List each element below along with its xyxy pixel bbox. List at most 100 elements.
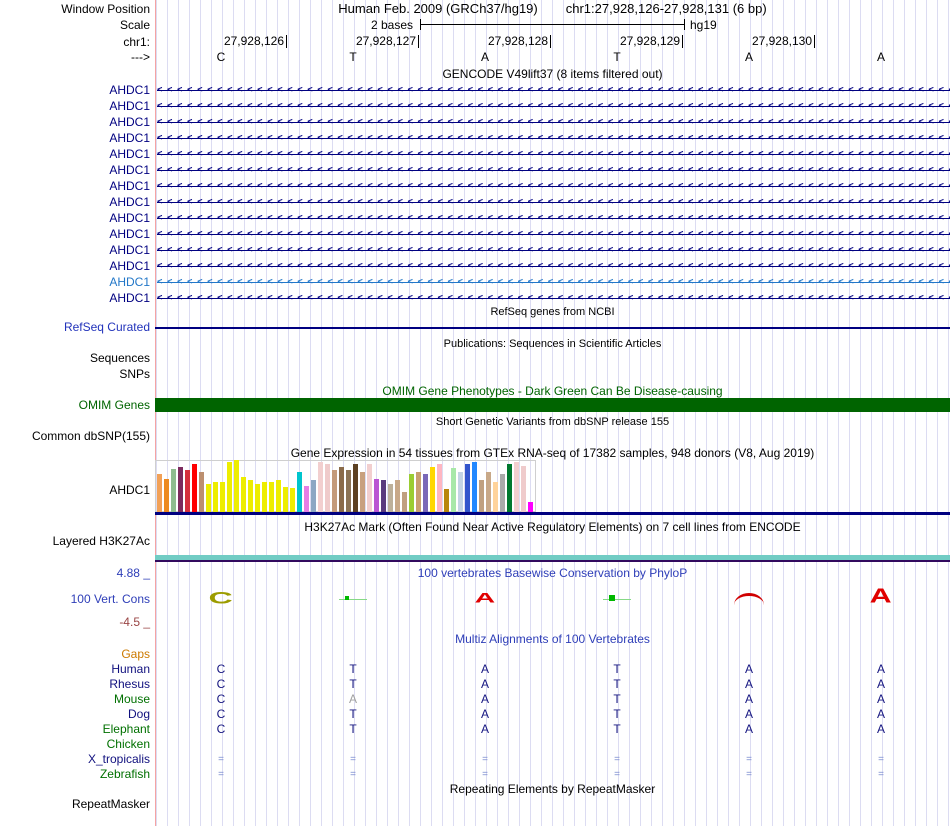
- gtex-tissue-bar[interactable]: [178, 467, 183, 512]
- gene-exon-line[interactable]: <<<<<<<<<<<<<<<<<<<<<<<<<<<<<<<<<<<<<<<<…: [157, 258, 950, 274]
- gtex-tissue-bar[interactable]: [360, 472, 365, 512]
- species-bases[interactable]: = = = = = =: [155, 767, 950, 782]
- reference-base[interactable]: A: [876, 50, 885, 64]
- repeatmasker-track-title[interactable]: Repeating Elements by RepeatMasker: [449, 782, 656, 796]
- gtex-tissue-bar[interactable]: [255, 484, 260, 512]
- gtex-tissue-bar[interactable]: [248, 480, 253, 512]
- gtex-tissue-bar[interactable]: [276, 480, 281, 512]
- dbsnp-track-title[interactable]: Short Genetic Variants from dbSNP releas…: [435, 416, 670, 428]
- h3k27ac-track-title[interactable]: H3K27Ac Mark (Often Found Near Active Re…: [304, 520, 801, 534]
- gtex-tissue-bar[interactable]: [423, 474, 428, 512]
- gtex-tissue-bar[interactable]: [290, 488, 295, 512]
- gtex-tissue-bar[interactable]: [199, 472, 204, 512]
- gene-exon-line[interactable]: <<<<<<<<<<<<<<<<<<<<<<<<<<<<<<<<<<<<<<<<…: [157, 146, 950, 162]
- gtex-tissue-bar[interactable]: [458, 472, 463, 512]
- gtex-tissue-bar[interactable]: [465, 464, 470, 512]
- reference-base[interactable]: A: [480, 50, 489, 64]
- gtex-tissue-bar[interactable]: [500, 474, 505, 512]
- gtex-tissue-bar[interactable]: [493, 482, 498, 512]
- gtex-tissue-bar[interactable]: [507, 464, 512, 512]
- gtex-tissue-bar[interactable]: [220, 482, 225, 512]
- gtex-tissue-bar[interactable]: [234, 460, 239, 512]
- gtex-track-title[interactable]: Gene Expression in 54 tissues from GTEx …: [290, 446, 815, 460]
- gtex-tissue-bar[interactable]: [262, 482, 267, 512]
- gtex-tissue-bar[interactable]: [241, 477, 246, 512]
- gtex-tissue-bar[interactable]: [402, 492, 407, 512]
- gtex-tissue-bar[interactable]: [269, 482, 274, 512]
- gtex-tissue-bar[interactable]: [206, 484, 211, 512]
- gtex-tissue-bar[interactable]: [388, 484, 393, 512]
- h3k27ac-signal-band[interactable]: [155, 555, 950, 560]
- conservation-glyph[interactable]: [336, 595, 370, 602]
- gene-exon-line[interactable]: <<<<<<<<<<<<<<<<<<<<<<<<<<<<<<<<<<<<<<<<…: [157, 274, 950, 290]
- gtex-tissue-bar[interactable]: [430, 467, 435, 512]
- coordinate-ruler[interactable]: 27,928,126 27,928,127 27,928,128 27,928,129…: [155, 35, 950, 48]
- gtex-tissue-bar[interactable]: [381, 480, 386, 512]
- gtex-tissue-bar[interactable]: [339, 467, 344, 512]
- gene-exon-line[interactable]: <<<<<<<<<<<<<<<<<<<<<<<<<<<<<<<<<<<<<<<<…: [157, 162, 950, 178]
- gtex-tissue-bar[interactable]: [185, 470, 190, 512]
- conservation-glyph[interactable]: A: [864, 585, 898, 607]
- refseq-track-title[interactable]: RefSeq genes from NCBI: [490, 306, 615, 318]
- gtex-tissue-bar[interactable]: [472, 462, 477, 512]
- gtex-tissue-bar[interactable]: [395, 480, 400, 512]
- gencode-track-title[interactable]: GENCODE V49lift37 (8 items filtered out): [442, 67, 663, 81]
- gtex-tissue-bar[interactable]: [157, 474, 162, 512]
- gtex-tissue-bar[interactable]: [311, 480, 316, 512]
- gtex-tissue-bar[interactable]: [332, 470, 337, 512]
- gtex-tissue-bar[interactable]: [227, 462, 232, 512]
- gtex-tissue-bar[interactable]: [325, 464, 330, 512]
- gtex-tissue-bar[interactable]: [374, 479, 379, 512]
- gtex-tissue-bar[interactable]: [444, 489, 449, 512]
- omim-gene-bar[interactable]: [155, 398, 950, 412]
- gene-exon-line[interactable]: <<<<<<<<<<<<<<<<<<<<<<<<<<<<<<<<<<<<<<<<…: [157, 242, 950, 258]
- gtex-tissue-bar[interactable]: [521, 466, 526, 512]
- gene-exon-line[interactable]: <<<<<<<<<<<<<<<<<<<<<<<<<<<<<<<<<<<<<<<<…: [157, 226, 950, 242]
- gtex-tissue-bar[interactable]: [409, 474, 414, 512]
- gtex-tissue-bar[interactable]: [367, 464, 372, 512]
- species-bases[interactable]: = = = = = =: [155, 752, 950, 767]
- gtex-tissue-bar[interactable]: [346, 470, 351, 512]
- gtex-tissue-bar[interactable]: [451, 468, 456, 512]
- conservation-glyph[interactable]: A: [468, 590, 502, 606]
- reference-base[interactable]: A: [744, 50, 753, 64]
- gene-exon-line[interactable]: <<<<<<<<<<<<<<<<<<<<<<<<<<<<<<<<<<<<<<<<…: [157, 210, 950, 226]
- gtex-tissue-bar[interactable]: [297, 472, 302, 512]
- gtex-tissue-bar[interactable]: [171, 469, 176, 512]
- gene-exon-line[interactable]: <<<<<<<<<<<<<<<<<<<<<<<<<<<<<<<<<<<<<<<<…: [157, 178, 950, 194]
- gtex-tissue-bar[interactable]: [416, 472, 421, 512]
- reference-base[interactable]: T: [613, 50, 621, 64]
- gtex-tissue-bar[interactable]: [318, 462, 323, 512]
- gene-exon-line[interactable]: <<<<<<<<<<<<<<<<<<<<<<<<<<<<<<<<<<<<<<<<…: [157, 130, 950, 146]
- conservation-track-title[interactable]: 100 vertebrates Basewise Conservation by…: [417, 566, 688, 580]
- gtex-tissue-bar[interactable]: [353, 464, 358, 512]
- gtex-tissue-bar[interactable]: [304, 486, 309, 512]
- multiz-track-title[interactable]: Multiz Alignments of 100 Vertebrates: [455, 632, 650, 646]
- gtex-tissue-bar[interactable]: [479, 480, 484, 512]
- gtex-expression-bars[interactable]: [157, 460, 950, 512]
- gtex-tissue-bar[interactable]: [283, 487, 288, 512]
- gene-exon-line[interactable]: <<<<<<<<<<<<<<<<<<<<<<<<<<<<<<<<<<<<<<<<…: [157, 98, 950, 114]
- gene-exon-line[interactable]: <<<<<<<<<<<<<<<<<<<<<<<<<<<<<<<<<<<<<<<<…: [157, 290, 950, 306]
- publications-track-title[interactable]: Publications: Sequences in Scientific Ar…: [443, 338, 662, 350]
- gtex-tissue-bar[interactable]: [437, 464, 442, 512]
- species-bases[interactable]: [155, 647, 950, 662]
- gene-exon-line[interactable]: <<<<<<<<<<<<<<<<<<<<<<<<<<<<<<<<<<<<<<<<…: [157, 82, 950, 98]
- reference-base[interactable]: T: [349, 50, 357, 64]
- conservation-glyph[interactable]: [600, 593, 634, 604]
- refseq-gene-line[interactable]: [155, 327, 950, 329]
- reference-base[interactable]: C: [216, 50, 226, 64]
- gene-exon-line[interactable]: <<<<<<<<<<<<<<<<<<<<<<<<<<<<<<<<<<<<<<<<…: [157, 114, 950, 130]
- gtex-tissue-bar[interactable]: [486, 472, 491, 512]
- gtex-tissue-bar[interactable]: [164, 479, 169, 512]
- gtex-tissue-bar[interactable]: [192, 464, 197, 512]
- gene-exon-line[interactable]: <<<<<<<<<<<<<<<<<<<<<<<<<<<<<<<<<<<<<<<<…: [157, 194, 950, 210]
- omim-track-title[interactable]: OMIM Gene Phenotypes - Dark Green Can Be…: [382, 384, 723, 398]
- gtex-tissue-bar[interactable]: [528, 502, 533, 512]
